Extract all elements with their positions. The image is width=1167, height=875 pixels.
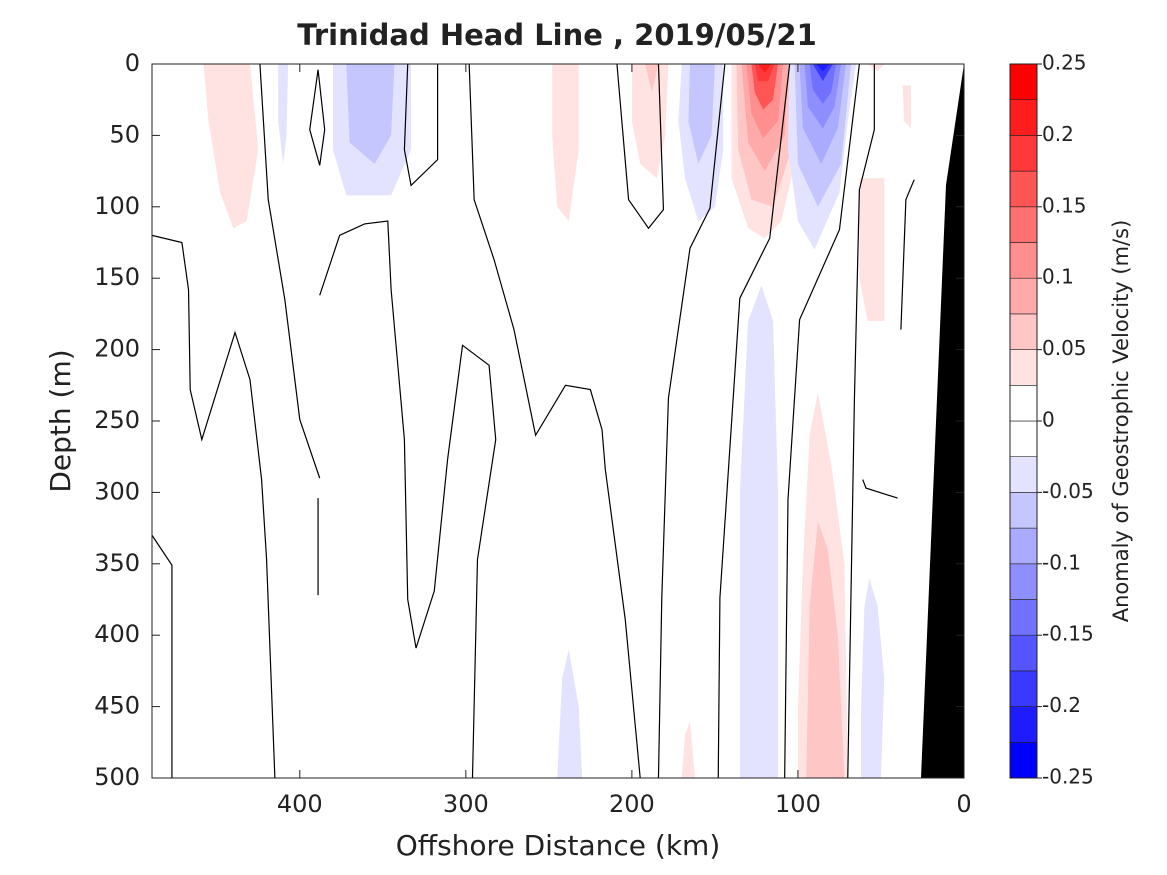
colorbar-bin [1009, 420, 1038, 458]
contour-region [681, 720, 695, 778]
colorbar-tick-label: 0.15 [1042, 193, 1087, 217]
colorbar-tick-label: -0.25 [1042, 765, 1094, 789]
y-tick-label: 200 [94, 335, 140, 363]
x-tick-label: 0 [956, 790, 971, 818]
contour-region [867, 64, 885, 72]
contour-region [557, 649, 583, 778]
colorbar-bin [1009, 563, 1038, 600]
contour-line [151, 234, 276, 779]
colorbar-bin [1009, 670, 1038, 707]
contour-region [645, 64, 659, 93]
x-axis-label: Offshore Distance (km) [396, 829, 721, 862]
y-tick-label: 400 [94, 620, 140, 648]
colorbar-bin [1009, 99, 1038, 136]
contour-region [861, 578, 885, 778]
colorbar-bin [1009, 634, 1038, 672]
contour-line [151, 534, 173, 778]
contour-line [309, 69, 326, 166]
colorbar-bin [1009, 135, 1038, 172]
colorbar-tick-label: -0.2 [1042, 693, 1081, 717]
x-tick-label: 300 [443, 790, 489, 818]
chart-title: Trinidad Head Line , 2019/05/21 [297, 18, 817, 52]
x-tick-label: 100 [775, 790, 821, 818]
y-tick-label: 450 [94, 692, 140, 720]
contour-line [319, 220, 497, 779]
contour-region [552, 64, 579, 222]
colorbar-tick-label: 0.25 [1042, 51, 1087, 75]
colorbar-bin [1009, 170, 1038, 208]
contour-line [403, 63, 439, 187]
colorbar-tick-label: 0.05 [1042, 336, 1087, 360]
contour-region [859, 178, 885, 322]
contour-region [806, 520, 845, 778]
seafloor [921, 64, 964, 778]
colorbar-tick-label: -0.05 [1042, 479, 1094, 503]
y-tick-label: 350 [94, 549, 140, 577]
y-tick-label: 0 [125, 49, 140, 77]
colorbar-bin [1009, 206, 1038, 243]
y-tick-label: 500 [94, 763, 140, 791]
colorbar-bin [1009, 349, 1038, 386]
colorbar-bin [1009, 313, 1038, 350]
colorbar-bin [1009, 599, 1038, 636]
y-tick-label: 150 [94, 263, 140, 291]
colorbar-tick-label: -0.1 [1042, 550, 1081, 574]
x-tick-label: 200 [609, 790, 655, 818]
colorbar-bin [1009, 456, 1038, 493]
colorbar-bin [1009, 527, 1038, 565]
contour-region [809, 64, 837, 104]
contour-line [862, 479, 898, 499]
y-tick-label: 250 [94, 406, 140, 434]
contour-region [346, 64, 395, 164]
contour-region [278, 64, 289, 164]
contour-line [616, 63, 665, 230]
plot-area [151, 63, 915, 779]
colorbar-tick-label: 0.1 [1042, 265, 1074, 289]
contour-region [758, 64, 772, 73]
colorbar-tick-label: 0 [1042, 408, 1055, 432]
y-tick-label: 50 [109, 120, 140, 148]
contour-region [739, 285, 779, 778]
contour-line [657, 63, 726, 779]
y-tick-label: 300 [94, 477, 140, 505]
contour-region [812, 64, 833, 82]
y-tick-label: 100 [94, 192, 140, 220]
contour-region [203, 64, 259, 229]
colorbar-bin [1009, 741, 1038, 779]
contour-region [816, 64, 830, 72]
contour-line [847, 64, 875, 779]
contour-region [902, 85, 911, 129]
colorbar-label: Anomaly of Geostrophic Velocity (m/s) [1109, 220, 1133, 623]
colorbar-bin [1009, 242, 1038, 279]
colorbar-bin [1009, 277, 1038, 315]
contour-region [688, 64, 715, 164]
contour-line [468, 63, 641, 779]
contour-line [900, 179, 915, 330]
contour-line [717, 63, 791, 779]
colorbar-bin [1009, 384, 1038, 422]
colorbar-tick-label: -0.15 [1042, 622, 1094, 646]
contour-line [784, 63, 860, 779]
colorbar-bin [1009, 492, 1038, 529]
y-axis-label: Depth (m) [44, 349, 77, 492]
colorbar-bin [1009, 706, 1038, 743]
x-tick-label: 400 [277, 790, 323, 818]
contour-line [259, 63, 321, 479]
colorbar-bin [1009, 63, 1038, 101]
colorbar-tick-label: 0.2 [1042, 122, 1074, 146]
